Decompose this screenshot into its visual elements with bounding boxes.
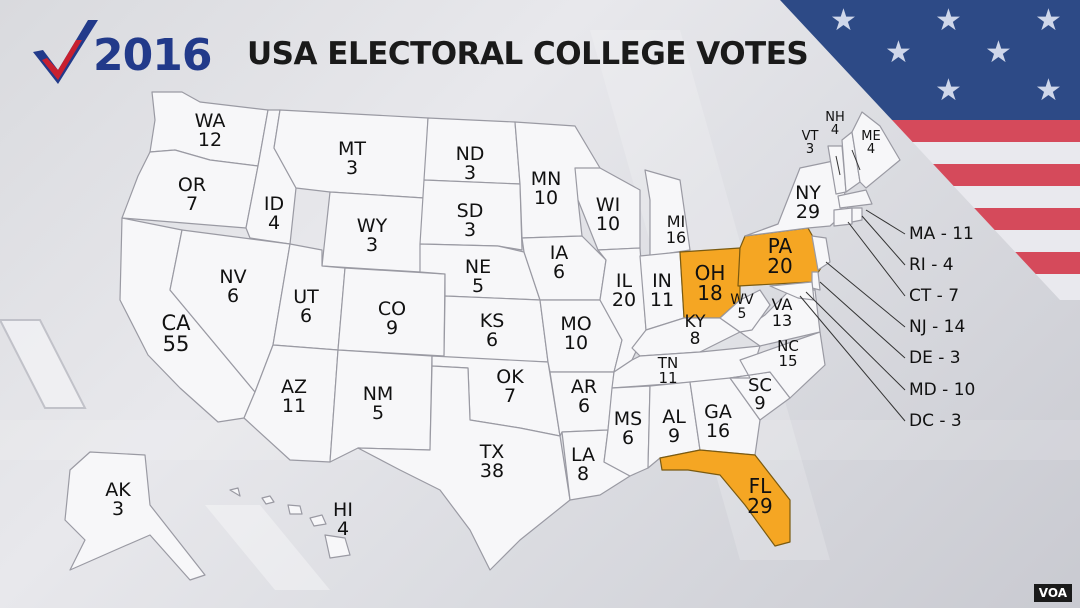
label-co: CO 9 (377, 298, 407, 339)
label-wa: WA 12 (194, 110, 226, 151)
label-il: IL 20 (611, 270, 637, 311)
label-ky: KY 8 (684, 312, 706, 349)
page-title: USA ELECTORAL COLLEGE VOTES (247, 36, 809, 72)
label-pa: PA 20 (767, 234, 793, 278)
label-ia: IA 6 (549, 242, 569, 283)
callout-de: DE - 3 (909, 348, 961, 368)
label-ut: UT 6 (293, 286, 319, 327)
callout-nj: NJ - 14 (909, 317, 966, 337)
label-ca: CA 55 (161, 311, 191, 356)
state-sd (419, 179, 523, 251)
label-ks: KS 6 (479, 310, 505, 351)
svg-text:★: ★ (830, 3, 857, 38)
label-mt: MT 3 (338, 138, 366, 179)
label-va: VA 13 (771, 295, 793, 330)
callout-ri: RI - 4 (909, 255, 954, 275)
label-id: ID 4 (263, 193, 285, 234)
callout-leaders (799, 149, 906, 422)
label-al: AL 9 (662, 406, 686, 447)
callout-ct: CT - 7 (909, 286, 960, 306)
label-hi: HI 4 (333, 499, 353, 540)
label-nc: NC 15 (777, 337, 799, 370)
state-ri (851, 207, 863, 223)
label-az: AZ 11 (280, 376, 308, 417)
label-or: OR 7 (177, 174, 207, 215)
callout-ma: MA - 11 (909, 224, 974, 244)
label-sc: SC 9 (748, 375, 772, 414)
label-wy: WY 3 (356, 215, 388, 256)
label-fl: FL 29 (747, 474, 773, 518)
callout-dc: DC - 3 (909, 411, 962, 431)
svg-text:★: ★ (1035, 73, 1062, 108)
label-ne: NE 5 (464, 256, 492, 297)
label-nh: NH 4 (825, 110, 845, 138)
voa-logo: VOA (1033, 584, 1072, 602)
label-nv: NV 6 (219, 266, 247, 307)
checkmark-icon (33, 20, 98, 84)
label-ny: NY 29 (795, 182, 821, 223)
label-ar: AR 6 (570, 376, 598, 417)
callout-md: MD - 10 (909, 380, 976, 400)
election-logo: 2016 (30, 18, 225, 90)
svg-text:★: ★ (935, 3, 962, 38)
label-nd: ND 3 (455, 143, 485, 184)
svg-text:★: ★ (1035, 3, 1062, 38)
state-mn (514, 121, 601, 239)
label-mo: MO 10 (560, 313, 592, 354)
state-ak (64, 451, 206, 581)
label-mi: MI 16 (665, 212, 687, 247)
label-ms: MS 6 (613, 408, 643, 449)
label-ak: AK 3 (105, 479, 131, 520)
state-me (851, 111, 901, 189)
state-ma (837, 189, 873, 209)
state-hi (229, 487, 351, 559)
state-nj (811, 235, 831, 271)
label-wv: WV 5 (730, 292, 754, 322)
label-ok: OK 7 (496, 366, 524, 407)
state-de (811, 271, 821, 291)
label-me: ME 4 (861, 129, 881, 157)
label-in: IN 11 (649, 270, 675, 311)
label-oh: OH 18 (694, 261, 726, 305)
svg-text:★: ★ (935, 73, 962, 108)
label-nm: NM 5 (362, 383, 394, 424)
state-va (739, 289, 821, 347)
logo-year: 2016 (93, 30, 212, 81)
label-wi: WI 10 (595, 194, 621, 235)
state-nc (729, 331, 826, 399)
label-la: LA 8 (570, 444, 596, 485)
label-tx: TX 38 (479, 441, 505, 482)
svg-text:★: ★ (985, 35, 1012, 70)
label-mn: MN 10 (530, 168, 562, 209)
state-tx (357, 365, 571, 571)
label-sd: SD 3 (456, 200, 484, 241)
state-wv (719, 289, 771, 333)
svg-text:★: ★ (885, 35, 912, 70)
state-fl[interactable] (659, 449, 791, 547)
state-ga (689, 377, 761, 456)
label-ga: GA 16 (704, 401, 732, 442)
label-tn: TN 11 (657, 354, 679, 387)
label-vt: VT 3 (801, 129, 819, 157)
state-ct (833, 207, 853, 227)
